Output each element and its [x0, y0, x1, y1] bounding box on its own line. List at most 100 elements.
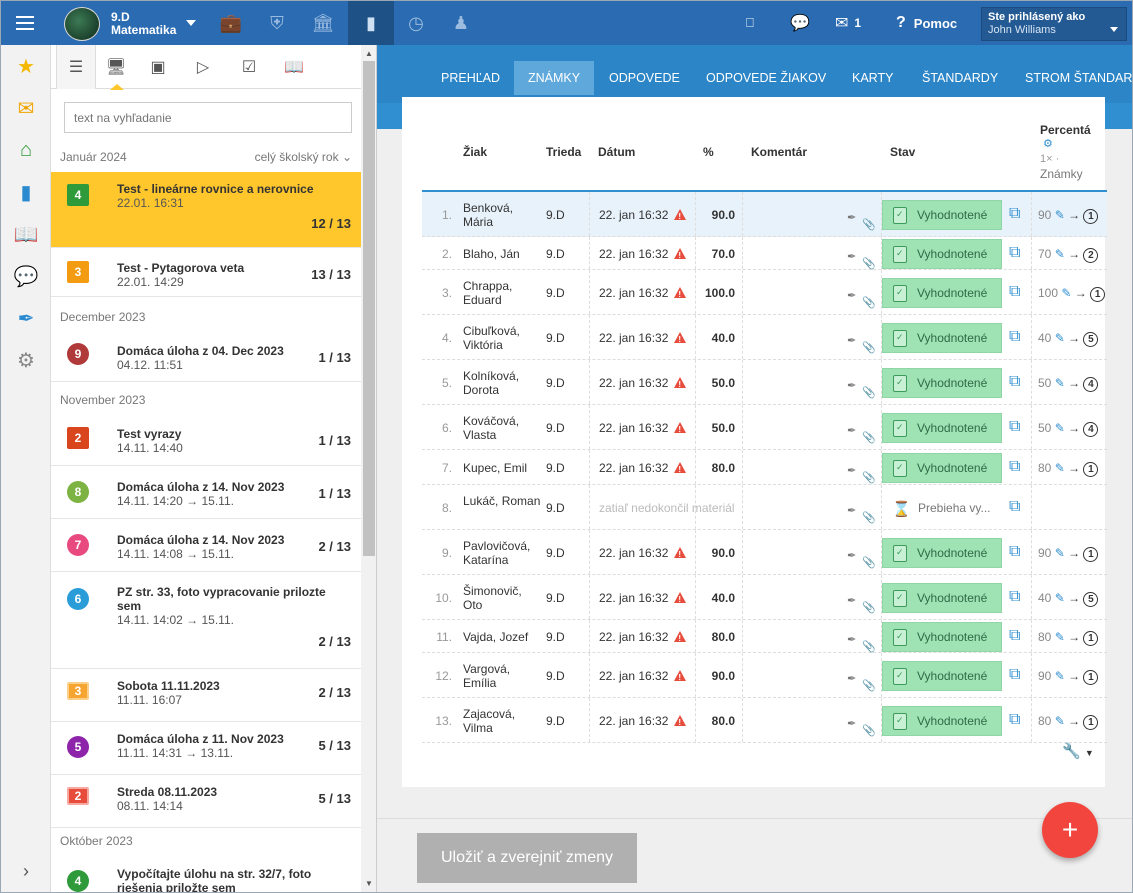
table-row[interactable]: 11. Vajda, Jozef 9.D 22. jan 16:32 80.0 … [422, 620, 1107, 653]
student-name[interactable]: Kováčová, Vlasta [463, 414, 520, 442]
external-link-icon[interactable]: ⧉ [1009, 283, 1021, 300]
student-name[interactable]: Lukáč, Roman [463, 494, 541, 508]
grade-cell[interactable]: 40 ✎ → 5 [1038, 331, 1099, 347]
save-publish-button[interactable]: Uložiť a zverejniť zmeny [417, 833, 637, 883]
status-badge[interactable]: Vyhodnotené [882, 278, 1002, 308]
attachment-icon[interactable]: 📎 [862, 432, 876, 444]
external-link-icon[interactable]: ⧉ [1009, 666, 1021, 683]
grade-cell[interactable]: 40 ✎ → 5 [1038, 591, 1099, 607]
attachment-icon[interactable]: 📎 [862, 342, 876, 354]
edit-comment-icon[interactable]: ✒ [847, 380, 857, 392]
list-item[interactable]: 4 Vypočítajte úlohu na str. 32/7, foto r… [51, 857, 361, 892]
list-item[interactable]: 7 Domáca úloha z 14. Nov 2023 14.11. 14:… [51, 519, 361, 572]
scrollbar-thumb[interactable] [363, 61, 375, 556]
external-link-icon[interactable]: ⧉ [1009, 373, 1021, 390]
status-badge[interactable]: Vyhodnotené [882, 538, 1002, 568]
list-item[interactable]: 3 Test - Pytagorova veta 22.01. 14:29 13… [51, 248, 361, 297]
student-name[interactable]: Chrappa, Eduard [463, 279, 513, 307]
edit-comment-icon[interactable]: ✒ [847, 335, 857, 347]
status-badge[interactable]: Vyhodnotené [882, 453, 1002, 483]
pen-icon[interactable]: ✒ [17, 307, 35, 330]
edit-comment-icon[interactable]: ✒ [847, 505, 857, 517]
edit-comment-icon[interactable]: ✒ [847, 718, 857, 730]
status-badge[interactable]: Vyhodnotené [882, 413, 1002, 443]
backpack-icon[interactable]: ▣ [150, 59, 166, 76]
pencil-icon[interactable]: ✎ [1054, 669, 1065, 683]
edit-comment-icon[interactable]: ✒ [847, 212, 857, 224]
status-badge[interactable]: Vyhodnotené [882, 368, 1002, 398]
pencil-icon[interactable]: ✎ [1054, 331, 1065, 345]
student-name[interactable]: Vargová, Emília [463, 662, 511, 690]
attachment-icon[interactable]: 📎 [862, 219, 876, 231]
student-name[interactable]: Benková, Mária [463, 201, 514, 229]
status-badge[interactable]: Vyhodnotené [882, 323, 1002, 353]
gear-icon[interactable]: ⚙ [1043, 138, 1053, 150]
header-status[interactable]: Stav [890, 145, 916, 159]
grade-cell[interactable]: 90 ✎ → 1 [1038, 208, 1099, 224]
user-menu[interactable]: Ste prihlásený ako John Williams [981, 7, 1127, 41]
attachment-icon[interactable]: 📎 [862, 472, 876, 484]
status-badge[interactable]: Vyhodnotené [882, 239, 1002, 269]
status-badge[interactable]: Vyhodnotené [882, 661, 1002, 691]
cast-icon[interactable]: ⎕ [746, 15, 754, 30]
scroll-up-icon[interactable]: ▲ [365, 49, 373, 58]
pencil-icon[interactable]: ✎ [1054, 421, 1065, 435]
presentation-icon[interactable]: ▷ [196, 59, 210, 76]
search-input[interactable] [64, 102, 352, 133]
table-row[interactable]: 7. Kupec, Emil 9.D 22. jan 16:32 80.0 ✒ … [422, 450, 1107, 485]
grade-cell[interactable]: 90 ✎ → 1 [1038, 669, 1099, 685]
table-row[interactable]: 4. Cibuľková, Viktória 9.D 22. jan 16:32… [422, 315, 1107, 360]
status-badge[interactable]: Vyhodnotené [882, 706, 1002, 736]
briefcase-icon[interactable]: 💼 [219, 12, 243, 33]
edit-comment-icon[interactable]: ✒ [847, 634, 857, 646]
edit-comment-icon[interactable]: ✒ [847, 595, 857, 607]
pencil-icon[interactable]: ✎ [1054, 714, 1065, 728]
list-item[interactable]: 4 Test - lineárne rovnice a nerovnice 22… [51, 172, 361, 248]
table-row[interactable]: 1. Benková, Mária 9.D 22. jan 16:32 90.0… [422, 192, 1107, 237]
analytics-icon[interactable]: ◷ [408, 12, 424, 33]
class-avatar[interactable] [64, 7, 100, 41]
table-row[interactable]: 8. Lukáč, Roman 9.D zatiaľ nedokončil ma… [422, 485, 1107, 530]
status-badge[interactable]: ⌛ Prebieha vy... [882, 493, 1002, 523]
home-icon[interactable]: ⌂ [19, 138, 33, 161]
pencil-icon[interactable]: ✎ [1054, 461, 1065, 475]
attachment-icon[interactable]: 📎 [862, 602, 876, 614]
edit-comment-icon[interactable]: ✒ [847, 550, 857, 562]
edit-comment-icon[interactable]: ✒ [847, 425, 857, 437]
grade-cell[interactable]: 50 ✎ → 4 [1038, 421, 1099, 437]
external-link-icon[interactable]: ⧉ [1009, 543, 1021, 560]
student-name[interactable]: Blaho, Ján [463, 247, 520, 261]
discussion-icon[interactable]: 💬 [13, 265, 39, 288]
attachment-icon[interactable]: 📎 [862, 387, 876, 399]
attachment-icon[interactable]: 📎 [862, 258, 876, 270]
tab-standards-tree[interactable]: STROM ŠTANDARD [1025, 71, 1133, 85]
table-row[interactable]: 2. Blaho, Ján 9.D 22. jan 16:32 70.0 ✒ 📎… [422, 237, 1107, 270]
tab-answers[interactable]: ODPOVEDE [609, 71, 680, 85]
list-item[interactable]: 9 Domáca úloha z 04. Dec 2023 04.12. 11:… [51, 330, 361, 382]
star-icon[interactable]: ★ [17, 55, 35, 78]
student-name[interactable]: Kupec, Emil [463, 461, 528, 475]
attachment-icon[interactable]: 📎 [862, 680, 876, 692]
list-item[interactable]: 2 Streda 08.11.2023 08.11. 14:14 5 / 13 [51, 775, 361, 828]
header-date[interactable]: Dátum [598, 145, 636, 159]
status-badge[interactable]: Vyhodnotené [882, 583, 1002, 613]
bar-chart-icon[interactable]: ▮ [348, 1, 394, 45]
pencil-icon[interactable]: ✎ [1054, 376, 1065, 390]
external-link-icon[interactable]: ⧉ [1009, 458, 1021, 475]
book-open-icon[interactable]: 📖 [284, 59, 304, 76]
grade-cell[interactable]: 80 ✎ → 1 [1038, 630, 1099, 646]
year-filter[interactable]: celý školský rok ⌄ [255, 150, 352, 164]
header-student[interactable]: Žiak [463, 145, 488, 159]
header-comment[interactable]: Komentár [751, 145, 808, 159]
edit-comment-icon[interactable]: ✒ [847, 251, 857, 263]
external-link-icon[interactable]: ⧉ [1009, 418, 1021, 435]
pencil-icon[interactable]: ✎ [1054, 591, 1065, 605]
pencil-icon[interactable]: ✎ [1061, 286, 1072, 300]
external-link-icon[interactable]: ⧉ [1009, 328, 1021, 345]
students-walking-icon[interactable]: ♟ [452, 12, 470, 33]
shield-icon[interactable]: ⛨ [270, 12, 284, 33]
attachment-icon[interactable]: 📎 [862, 297, 876, 309]
header-percent[interactable]: % [703, 145, 714, 159]
edit-comment-icon[interactable]: ✒ [847, 673, 857, 685]
add-button[interactable]: + [1042, 802, 1098, 858]
